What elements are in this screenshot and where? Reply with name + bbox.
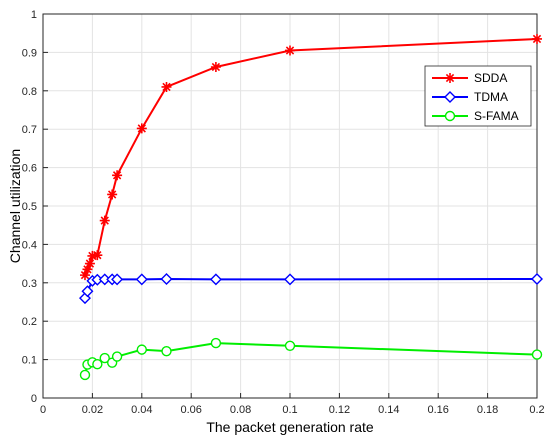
series-s-fama-point	[92, 359, 103, 370]
series-sdda-point	[161, 81, 172, 92]
x-tick-label: 0.04	[131, 404, 152, 416]
legend-marker-sdda	[445, 73, 455, 83]
series-tdma-point	[135, 273, 148, 286]
series-sdda	[79, 33, 542, 281]
legend-marker-s-fama	[444, 110, 456, 122]
y-axis-title: Channel utilization	[7, 149, 23, 263]
legend-label-tdma: TDMA	[474, 90, 508, 104]
series-sdda-point	[532, 33, 542, 44]
series-tdma-point	[81, 285, 94, 298]
x-tick-label: 0.18	[477, 404, 498, 416]
series-sdda-point	[112, 170, 123, 181]
series-tdma-point	[111, 273, 124, 286]
series-sdda-point	[79, 270, 90, 281]
y-tick-label: 0.9	[22, 47, 37, 59]
series-s-fama-point	[99, 352, 110, 364]
legend-label-s-fama: S-FAMA	[474, 109, 519, 123]
x-tick-label: 0	[40, 404, 46, 416]
x-tick-label: 0.1	[282, 404, 297, 416]
series-s-fama-point	[284, 340, 296, 351]
y-tick-label: 0.8	[22, 86, 37, 98]
series-sdda-point	[82, 264, 93, 275]
series-s-fama-point	[136, 344, 148, 355]
y-tick-label: 0	[31, 393, 37, 405]
series-s-fama-point	[161, 345, 172, 357]
x-axis-ticks: 0 0.02 0.04 0.06 0.08 0.1 0.12 0.14 0.16 0.18 0.2	[40, 393, 545, 416]
series-sdda-point	[84, 258, 95, 269]
x-tick-label: 0.14	[378, 404, 399, 416]
series-s-fama	[79, 337, 543, 381]
x-tick-label: 0.16	[427, 404, 448, 416]
y-tick-label: 0.4	[22, 239, 37, 251]
series-sdda-point	[136, 123, 147, 134]
x-tick-label: 0.2	[529, 404, 544, 416]
legend-marker-tdma	[444, 91, 456, 103]
y-tick-label: 0.2	[22, 316, 37, 328]
y-tick-label: 0.6	[22, 163, 37, 175]
series-sdda-point	[210, 61, 221, 72]
series-tdma	[79, 272, 543, 305]
y-tick-label: 0.1	[22, 355, 37, 367]
x-tick-label: 0.08	[230, 404, 251, 416]
series-s-fama-point	[111, 351, 123, 362]
series-tdma-point	[531, 272, 543, 285]
series-s-fama-point	[79, 369, 91, 381]
series-sdda-point	[92, 250, 103, 261]
y-tick-label: 0.5	[22, 201, 37, 213]
y-tick-label: 1	[31, 9, 37, 21]
x-tick-label: 0.06	[180, 404, 201, 416]
series-group	[79, 33, 543, 381]
legend: SDDA TDMA S-FAMA	[424, 65, 532, 127]
legend-label-sdda: SDDA	[474, 71, 507, 85]
x-tick-label: 0.02	[82, 404, 103, 416]
x-tick-label: 0.12	[329, 404, 350, 416]
series-sdda-point	[99, 215, 110, 226]
x-axis-title: The packet generation rate	[206, 419, 374, 435]
series-tdma-point	[284, 273, 296, 286]
y-tick-label: 0.7	[22, 124, 37, 136]
series-tdma-point	[160, 272, 173, 285]
y-axis-ticks: 0 0.1 0.2 0.3 0.4 0.5 0.6 0.7 0.8 0.9 1	[22, 9, 48, 405]
series-s-fama-point	[531, 349, 543, 360]
series-sdda-point	[285, 45, 295, 56]
y-tick-label: 0.3	[22, 278, 37, 290]
series-sdda-point	[107, 189, 118, 200]
series-s-fama-point	[210, 337, 222, 349]
series-tdma-point	[209, 273, 222, 286]
